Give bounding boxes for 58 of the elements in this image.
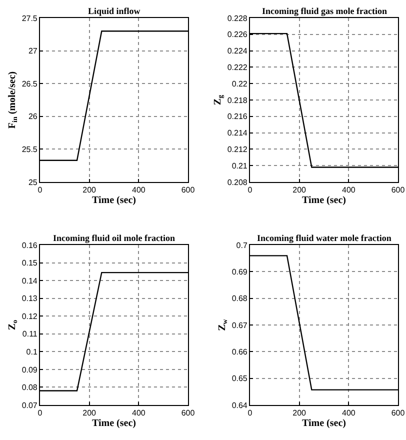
y-tick-label: 0.14	[22, 276, 38, 286]
y-tick-label: 0.65	[232, 374, 248, 384]
y-tick-label: 26.5	[22, 79, 38, 88]
y-tick-label: 0.7	[236, 240, 248, 250]
x-tick-label: 600	[391, 408, 406, 418]
x-tick-label: 400	[342, 408, 356, 418]
y-tick-label: 0.07	[22, 400, 38, 410]
chart-title: Liquid inflow	[88, 6, 141, 16]
y-tick-label: 0.21	[232, 161, 248, 170]
y-tick-label: 0.208	[227, 178, 248, 187]
x-tick-label: 200	[292, 408, 307, 418]
y-tick-label: 0.66	[232, 347, 248, 356]
x-tick-label: 600	[181, 186, 196, 195]
y-tick-label: 0.228	[227, 14, 248, 23]
y-tick-label: 26	[28, 112, 38, 122]
y-tick-label: 0.22	[232, 79, 248, 88]
x-tick-label: 400	[132, 408, 146, 418]
y-tick-label: 0.214	[227, 128, 248, 138]
y-tick-label: 0.226	[227, 30, 248, 40]
y-tick-label: 0.13	[22, 294, 38, 304]
x-axis-title: Time (sec)	[92, 195, 136, 206]
x-axis-title: Time (sec)	[302, 195, 346, 206]
y-tick-label: 0.216	[227, 112, 248, 122]
x-tick-label: 200	[82, 408, 97, 418]
y-tick-label: 27	[28, 46, 38, 56]
x-tick-label: 0	[38, 186, 43, 195]
chart-title: Incoming fluid water mole fraction	[257, 233, 392, 243]
x-tick-label: 0	[248, 408, 253, 418]
y-tick-label: 0.224	[227, 46, 248, 56]
x-tick-label: 200	[292, 186, 307, 195]
chart-title: Incoming fluid oil mole fraction	[53, 233, 175, 243]
y-tick-label: 25	[28, 178, 38, 187]
y-tick-label: 0.08	[22, 383, 38, 392]
x-tick-label: 400	[342, 186, 356, 195]
x-tick-label: 0	[248, 186, 253, 195]
y-tick-label: 0.67	[232, 320, 248, 330]
y-tick-label: 0.64	[232, 400, 248, 410]
y-tick-label: 0.68	[232, 294, 248, 304]
y-tick-label: 0.222	[227, 63, 248, 72]
y-tick-label: 0.1	[26, 347, 38, 356]
x-tick-label: 0	[38, 408, 43, 418]
y-tick-label: 25.5	[22, 145, 38, 154]
chart-title: Incoming fluid gas mole fraction	[262, 6, 387, 16]
x-axis-title: Time (sec)	[92, 418, 136, 430]
y-tick-label: 0.15	[22, 258, 38, 268]
x-tick-label: 600	[181, 408, 196, 418]
y-tick-label: 0.212	[227, 145, 248, 154]
y-tick-label: 0.11	[22, 330, 38, 339]
y-tick-label: 0.69	[232, 267, 248, 276]
y-tick-label: 0.12	[22, 312, 38, 321]
x-tick-label: 600	[391, 186, 406, 195]
y-tick-label: 27.5	[22, 14, 38, 23]
y-tick-label: 0.16	[22, 240, 38, 250]
y-tick-label: 0.09	[22, 365, 38, 374]
x-tick-label: 200	[82, 186, 97, 195]
y-tick-label: 0.218	[227, 96, 248, 105]
x-axis-title: Time (sec)	[302, 418, 346, 430]
x-tick-label: 400	[132, 186, 146, 195]
